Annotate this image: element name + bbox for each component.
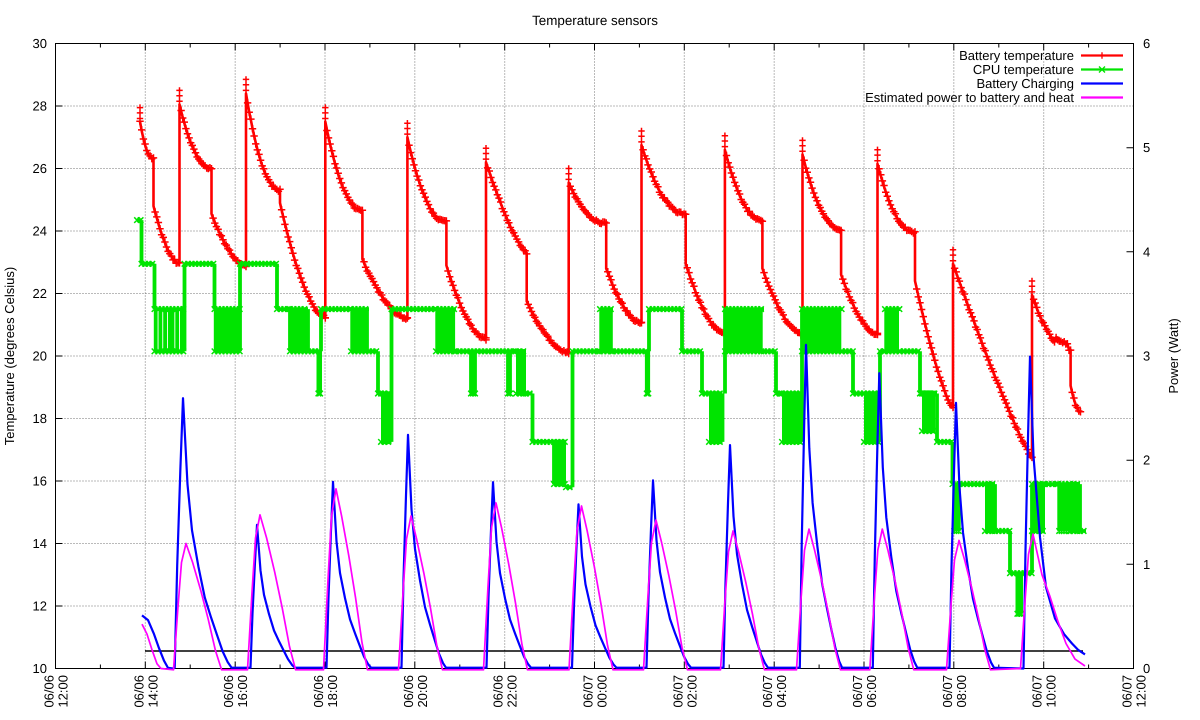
svg-text:4: 4 (1143, 244, 1150, 259)
svg-text:Power (Watt): Power (Watt) (1166, 318, 1181, 393)
svg-text:06/07: 06/07 (760, 675, 775, 708)
svg-text:06/06: 06/06 (221, 675, 236, 708)
svg-text:1: 1 (1143, 557, 1150, 572)
svg-text:Temperature sensors: Temperature sensors (532, 13, 658, 28)
svg-text:06/06: 06/06 (491, 675, 506, 708)
svg-text:06/07: 06/07 (670, 675, 685, 708)
svg-text:24: 24 (33, 224, 47, 239)
svg-text:5: 5 (1143, 140, 1150, 155)
svg-text:18:00: 18:00 (325, 675, 340, 708)
svg-text:12: 12 (33, 599, 47, 614)
svg-text:00:00: 00:00 (595, 675, 610, 708)
svg-text:0: 0 (1143, 661, 1150, 676)
svg-text:22: 22 (33, 286, 47, 301)
svg-text:14: 14 (33, 536, 47, 551)
svg-text:Temperature (degrees Celsius): Temperature (degrees Celsius) (2, 267, 17, 445)
svg-text:20: 20 (33, 349, 47, 364)
svg-text:06/06: 06/06 (131, 675, 146, 708)
svg-text:26: 26 (33, 161, 47, 176)
svg-text:12:00: 12:00 (1134, 675, 1149, 708)
svg-text:Estimated power to battery and: Estimated power to battery and heat (865, 90, 1074, 105)
svg-text:28: 28 (33, 99, 47, 114)
svg-text:16: 16 (33, 474, 47, 489)
svg-text:30: 30 (33, 36, 47, 51)
svg-text:10: 10 (33, 661, 47, 676)
svg-text:12:00: 12:00 (56, 675, 71, 708)
svg-text:Battery Charging: Battery Charging (976, 76, 1074, 91)
svg-text:06:00: 06:00 (864, 675, 879, 708)
svg-text:06/07: 06/07 (1120, 675, 1135, 708)
svg-text:10:00: 10:00 (1044, 675, 1059, 708)
svg-text:16:00: 16:00 (235, 675, 250, 708)
svg-text:06/07: 06/07 (850, 675, 865, 708)
svg-text:06/06: 06/06 (42, 675, 57, 708)
svg-text:02:00: 02:00 (684, 675, 699, 708)
svg-text:3: 3 (1143, 349, 1150, 364)
svg-text:CPU temperature: CPU temperature (973, 62, 1074, 77)
svg-text:06/06: 06/06 (401, 675, 416, 708)
svg-text:06/07: 06/07 (940, 675, 955, 708)
svg-text:08:00: 08:00 (954, 675, 969, 708)
svg-text:06/06: 06/06 (311, 675, 326, 708)
svg-text:Battery temperature: Battery temperature (959, 48, 1074, 63)
svg-text:20:00: 20:00 (415, 675, 430, 708)
svg-text:14:00: 14:00 (145, 675, 160, 708)
svg-text:06/07: 06/07 (581, 675, 596, 708)
svg-text:22:00: 22:00 (505, 675, 520, 708)
svg-text:2: 2 (1143, 453, 1150, 468)
svg-text:04:00: 04:00 (774, 675, 789, 708)
svg-text:06/07: 06/07 (1030, 675, 1045, 708)
svg-text:6: 6 (1143, 36, 1150, 51)
svg-text:18: 18 (33, 411, 47, 426)
